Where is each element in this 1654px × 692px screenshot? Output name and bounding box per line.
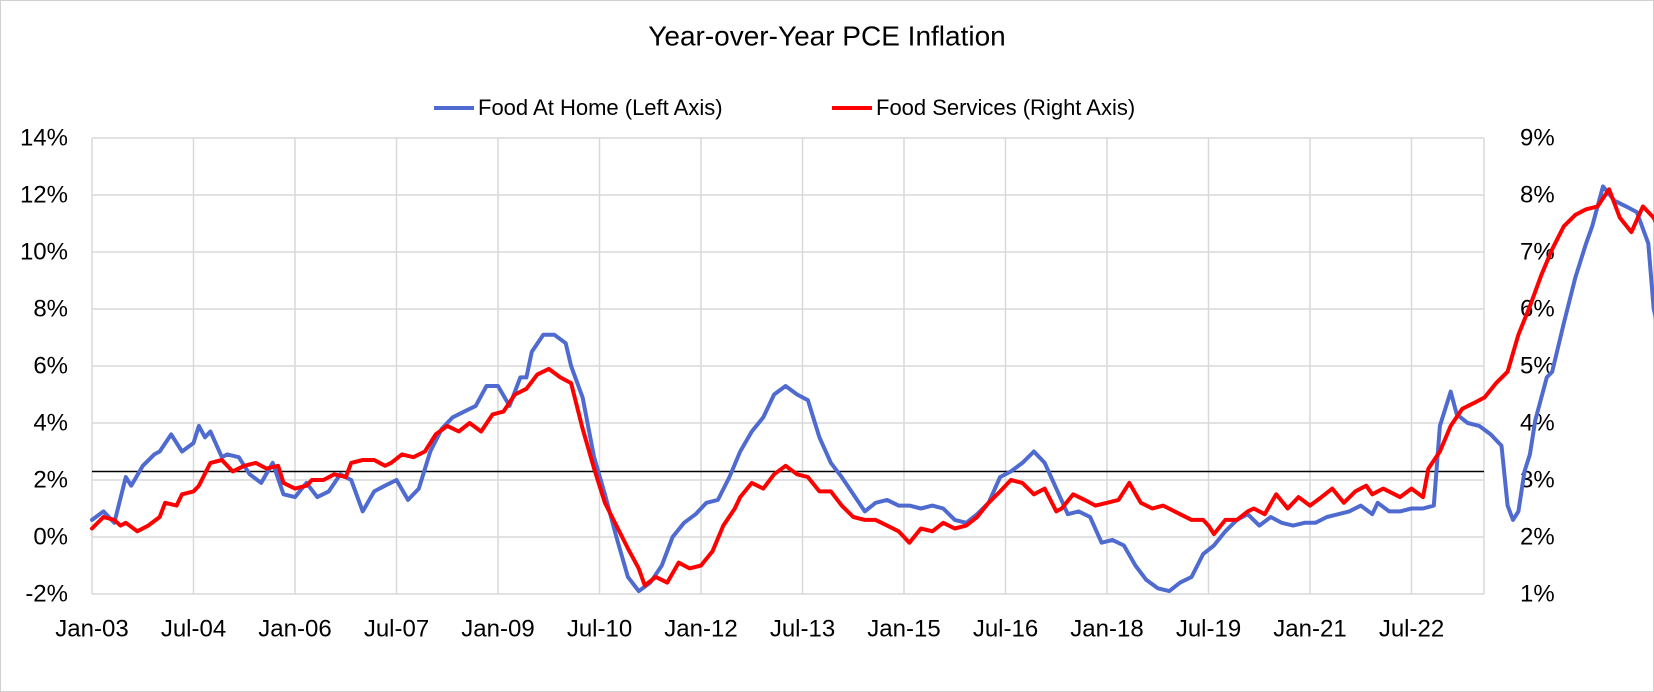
y-left-tick-label: 6% [33, 352, 68, 379]
x-tick-label: Jan-03 [55, 615, 128, 642]
x-tick-label: Jul-19 [1176, 615, 1241, 642]
series-layer [90, 184, 1654, 594]
chart-title: Year-over-Year PCE Inflation [648, 20, 1005, 51]
x-tick-label: Jan-06 [258, 615, 331, 642]
y-axis-right: 1%2%3%4%5%6%7%8%9% [1520, 124, 1555, 607]
x-tick-label: Jan-12 [664, 615, 737, 642]
y-left-tick-label: 4% [33, 409, 68, 436]
x-tick-label: Jan-15 [867, 615, 940, 642]
x-tick-label: Jul-22 [1379, 615, 1444, 642]
x-tick-label: Jul-16 [973, 615, 1038, 642]
y-left-tick-label: 10% [20, 238, 68, 265]
y-left-tick-label: 8% [33, 295, 68, 322]
y-right-tick-label: 8% [1520, 181, 1555, 208]
x-tick-label: Jan-18 [1070, 615, 1143, 642]
y-left-tick-label: 2% [33, 466, 68, 493]
x-tick-label: Jan-21 [1273, 615, 1346, 642]
y-right-tick-label: 9% [1520, 124, 1555, 151]
x-tick-label: Jul-04 [161, 615, 226, 642]
x-tick-label: Jul-10 [567, 615, 632, 642]
legend: Food At Home (Left Axis) Food Services (… [434, 95, 1135, 120]
x-tick-label: Jul-13 [770, 615, 835, 642]
x-axis: Jan-03 Jul-04 Jan-06 Jul-07 Jan-09 Jul-10 Jan-… [55, 615, 1444, 642]
y-axis-left: -2% 0% 2% 4% 6% 8% 10% 12% 14% [20, 124, 68, 607]
y-left-tick-label: -2% [25, 580, 68, 607]
y-left-tick-label: 0% [33, 523, 68, 550]
x-tick-label: Jul-07 [364, 615, 429, 642]
series-line-food-services [90, 187, 1654, 588]
legend-label-food-at-home: Food At Home (Left Axis) [478, 95, 723, 120]
x-tick-label: Jan-09 [461, 615, 534, 642]
series-line-food-at-home [90, 184, 1654, 594]
y-left-tick-label: 12% [20, 181, 68, 208]
y-right-tick-label: 2% [1520, 523, 1555, 550]
gridlines [91, 137, 1485, 595]
legend-label-food-services: Food Services (Right Axis) [876, 95, 1135, 120]
y-left-tick-label: 14% [20, 124, 68, 151]
y-right-tick-label: 1% [1520, 580, 1555, 607]
